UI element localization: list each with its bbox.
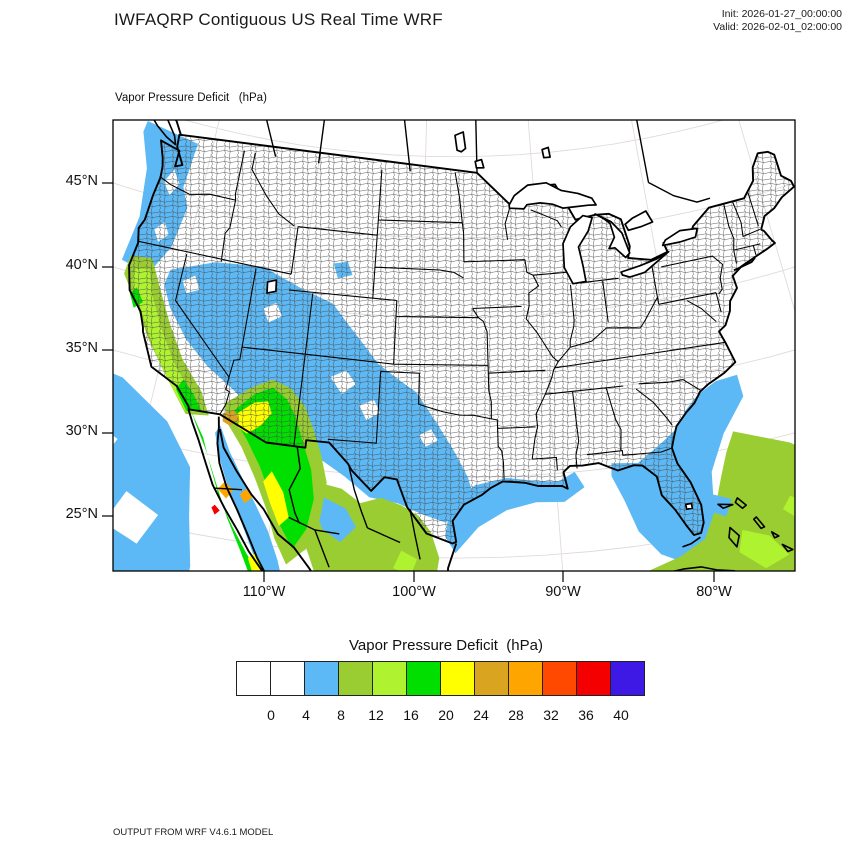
colorbar-tick: 28 [508,707,524,723]
colorbar-swatch [236,661,271,696]
colorbar [236,661,645,696]
lon-tick-label: 90°W [545,584,581,600]
colorbar-swatch [610,661,645,696]
lat-tick-label: 45°N [65,173,98,189]
colorbar-swatch [440,661,475,696]
lon-tick-label: 100°W [392,584,436,600]
run-times: Init: 2026-01-27_00:00:00 Valid: 2026-02… [713,8,842,34]
colorbar-swatch [270,661,305,696]
colorbar-tick: 36 [578,707,594,723]
lon-tick-label: 110°W [242,584,286,600]
colorbar-tick: 40 [613,707,629,723]
lat-tick-label: 25°N [65,506,98,522]
lat-tick-label: 35°N [65,340,98,356]
lat-tick-label: 40°N [65,257,98,273]
colorbar-tick: 12 [368,707,384,723]
plot-title: IWFAQRP Contiguous US Real Time WRF [114,10,443,29]
colorbar-tick: 4 [302,707,310,723]
colorbar-tick: 20 [438,707,454,723]
colorbar-swatch [542,661,577,696]
init-time: Init: 2026-01-27_00:00:00 [721,8,842,20]
lat-tick-label: 30°N [65,423,98,439]
colorbar-swatch [338,661,373,696]
colorbar-tick: 32 [543,707,559,723]
colorbar-tick: 0 [267,707,275,723]
valid-time: Valid: 2026-02-01_02:00:00 [713,21,842,33]
colorbar-swatch [406,661,441,696]
colorbar-tick: 16 [403,707,419,723]
colorbar-swatch [474,661,509,696]
colorbar-swatch [576,661,611,696]
footer-notes: OUTPUT FROM WRF V4.6.1 MODEL WE = 580 ; … [113,802,487,850]
colorbar-tick: 24 [473,707,489,723]
colorbar-swatch [372,661,407,696]
colorbar-tick: 8 [337,707,345,723]
lon-tick-label: 80°W [696,584,732,600]
colorbar-swatch [508,661,543,696]
field-label: Vapor Pressure Deficit (hPa) [115,92,267,104]
footer-line1: OUTPUT FROM WRF V4.6.1 MODEL [113,827,274,838]
colorbar-swatch [304,661,339,696]
colorbar-tick-labels: 0 4 8 12 16 20 24 28 32 36 40 [236,707,656,725]
colorbar-title: Vapor Pressure Deficit (hPa) [349,637,543,654]
